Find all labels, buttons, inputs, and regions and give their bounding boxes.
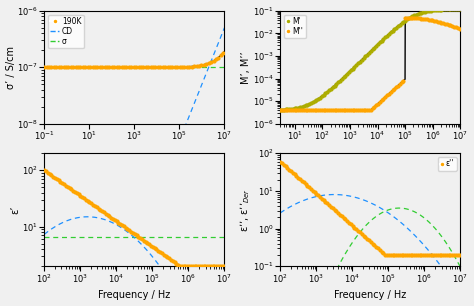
Legend: 190K, CD, σ: 190K, CD, σ bbox=[48, 15, 83, 48]
X-axis label: Frequency / Hz: Frequency / Hz bbox=[98, 290, 171, 300]
Y-axis label: σ’ / S/cm: σ’ / S/cm bbox=[6, 46, 16, 89]
Y-axis label: M’, M’’: M’, M’’ bbox=[241, 51, 252, 84]
X-axis label: Frequency / Hz: Frequency / Hz bbox=[334, 290, 406, 300]
Y-axis label: ε’’, ε’’$_{Der}$: ε’’, ε’’$_{Der}$ bbox=[238, 188, 252, 232]
Y-axis label: ε’: ε’ bbox=[10, 205, 21, 214]
Legend: ε'': ε'' bbox=[438, 157, 456, 171]
Legend: M', M'': M', M'' bbox=[284, 15, 306, 38]
